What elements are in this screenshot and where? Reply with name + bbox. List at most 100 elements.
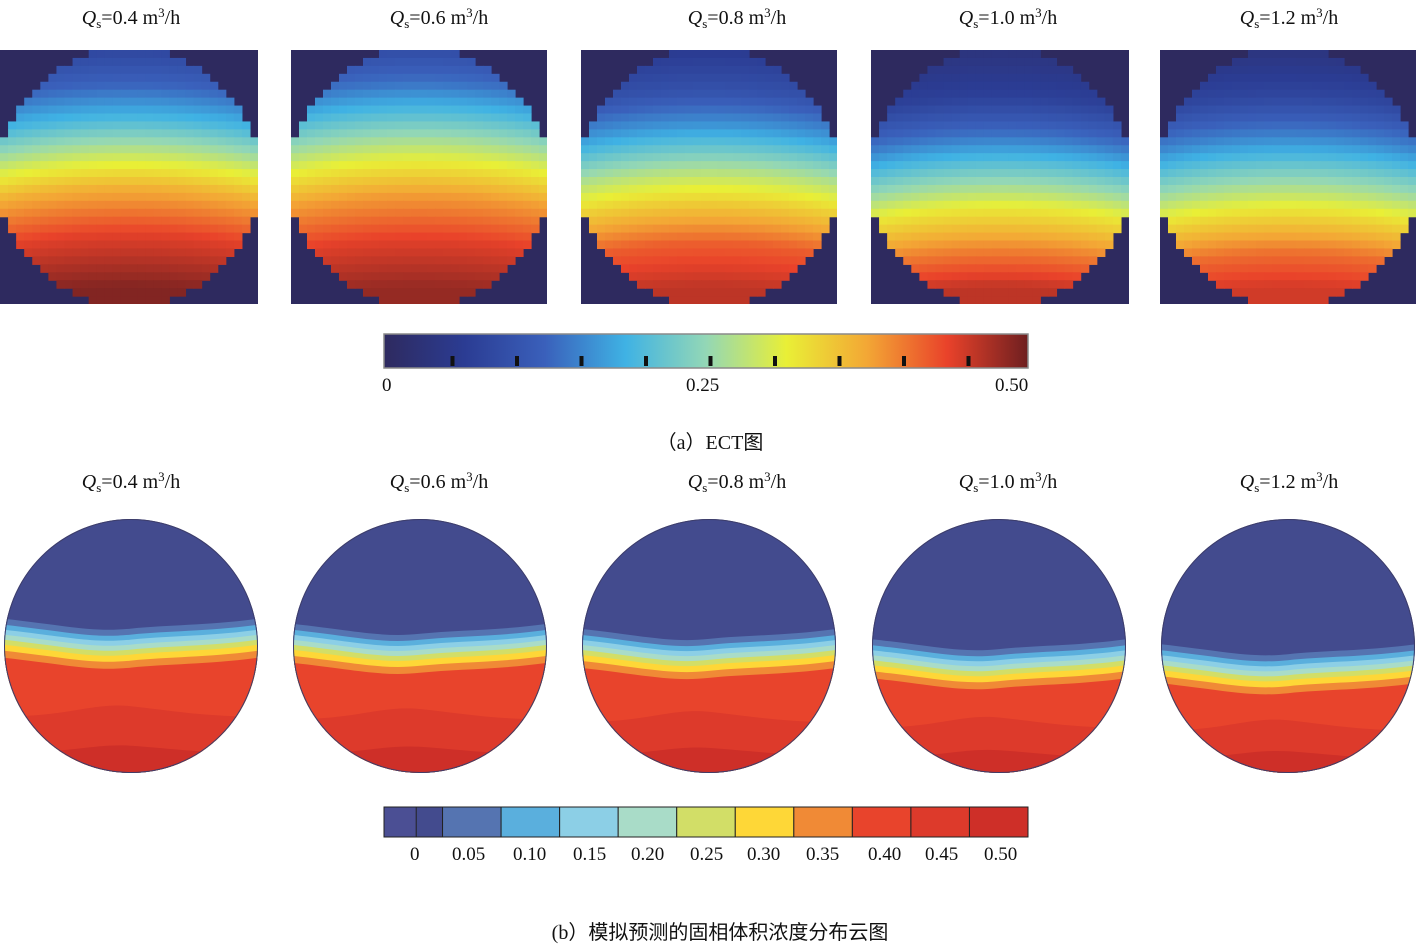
ect-cell xyxy=(1184,232,1193,242)
sim-colorbar-label: 0.50 xyxy=(984,844,1018,865)
ect-cell xyxy=(1200,200,1209,210)
ect-cell xyxy=(717,153,726,162)
ect-cell xyxy=(48,216,58,226)
ect-cell xyxy=(56,65,66,75)
ect-cell xyxy=(1184,177,1193,186)
ect-cell xyxy=(967,216,977,226)
ect-cell xyxy=(991,216,1001,226)
ect-cell xyxy=(661,224,670,234)
ect-cell xyxy=(403,89,412,99)
ect-cell xyxy=(177,65,187,75)
ect-cell xyxy=(24,240,33,250)
ect-cell xyxy=(1264,264,1273,273)
ect-cell xyxy=(403,137,412,146)
ect-panel-2 xyxy=(581,50,837,304)
ect-cell xyxy=(104,129,114,138)
ect-cell xyxy=(797,145,806,154)
ect-cell xyxy=(1384,121,1393,130)
ect-cell xyxy=(1320,248,1329,257)
ect-cell xyxy=(821,200,830,210)
ect-cell xyxy=(299,169,308,178)
ect-cell xyxy=(515,248,524,257)
ect-cell xyxy=(1000,161,1009,170)
ect-cell xyxy=(64,89,74,99)
ect-cell xyxy=(597,184,606,194)
ect-cell xyxy=(1216,153,1225,162)
ect-cell xyxy=(379,240,388,250)
ect-cell xyxy=(637,153,646,162)
ect-cell xyxy=(773,65,782,75)
ect-cell xyxy=(1336,256,1345,265)
ect-cell xyxy=(395,57,404,67)
ect-cell xyxy=(1272,208,1281,218)
ect-cell xyxy=(725,184,734,194)
ect-cell xyxy=(1352,145,1361,154)
ect-cell xyxy=(629,153,638,162)
ect-cell xyxy=(645,161,654,170)
ect-cell xyxy=(911,137,920,146)
ect-cell xyxy=(943,73,953,83)
ect-cell xyxy=(1272,200,1281,210)
ect-cell xyxy=(629,272,638,281)
ect-cell xyxy=(1064,137,1074,146)
ect-cell xyxy=(40,113,49,123)
ect-cell xyxy=(145,73,154,83)
ect-cell xyxy=(403,105,412,115)
ect-cell xyxy=(523,121,532,130)
ect-cell xyxy=(137,129,146,138)
ect-cell xyxy=(741,129,750,138)
ect-cell xyxy=(749,264,758,273)
ect-cell xyxy=(209,264,219,273)
ect-cell xyxy=(80,192,90,202)
ect-cell xyxy=(1312,208,1321,218)
ect-cell xyxy=(32,232,41,242)
ect-cell xyxy=(693,50,702,59)
ect-cell xyxy=(1360,89,1369,99)
ect-cell xyxy=(701,81,710,91)
ect-cell xyxy=(717,232,726,242)
ect-cell xyxy=(709,113,718,123)
ect-cell xyxy=(1192,161,1201,170)
ect-cell xyxy=(1176,105,1185,115)
ect-cell xyxy=(467,169,476,178)
ect-cell xyxy=(895,137,904,146)
ect-cell xyxy=(1248,264,1257,273)
ect-cell xyxy=(661,145,670,154)
ect-cell xyxy=(1088,256,1098,265)
ect-cell xyxy=(112,224,122,234)
ect-cell xyxy=(363,57,372,67)
ect-cell xyxy=(967,248,977,257)
ect-cell xyxy=(1240,216,1249,226)
ect-cell xyxy=(185,224,195,234)
ect-cell xyxy=(1048,89,1058,99)
ect-cell xyxy=(145,137,154,146)
ect-cell xyxy=(1088,192,1098,202)
ect-cell xyxy=(209,200,219,210)
ect-cell xyxy=(983,57,993,67)
ect-cell xyxy=(757,232,766,242)
ect-cell xyxy=(443,121,452,130)
ect-cell xyxy=(701,296,710,304)
ect-cell xyxy=(1168,200,1177,210)
ect-cell xyxy=(919,256,929,265)
ect-cell xyxy=(725,224,734,234)
ect-cell xyxy=(129,129,138,138)
ect-cell xyxy=(1200,208,1209,218)
ect-cell xyxy=(709,137,718,146)
ect-cell xyxy=(64,153,74,162)
ect-cell xyxy=(757,161,766,170)
ect-cell xyxy=(1048,177,1058,186)
ect-cell xyxy=(935,280,945,289)
ect-cell xyxy=(1320,216,1329,226)
ect-cell xyxy=(1360,153,1369,162)
ect-cell xyxy=(1296,161,1305,170)
ect-cell xyxy=(1304,224,1313,234)
ect-cell xyxy=(959,129,969,138)
ect-cell xyxy=(531,224,540,234)
ect-cell xyxy=(613,232,622,242)
panel-title-b-3: Qs=1.0 m3/h xyxy=(878,470,1138,494)
ect-cell xyxy=(1256,113,1265,123)
title-symbol: Q xyxy=(687,7,703,29)
ect-cell xyxy=(355,89,364,99)
ect-cell xyxy=(1208,208,1217,218)
